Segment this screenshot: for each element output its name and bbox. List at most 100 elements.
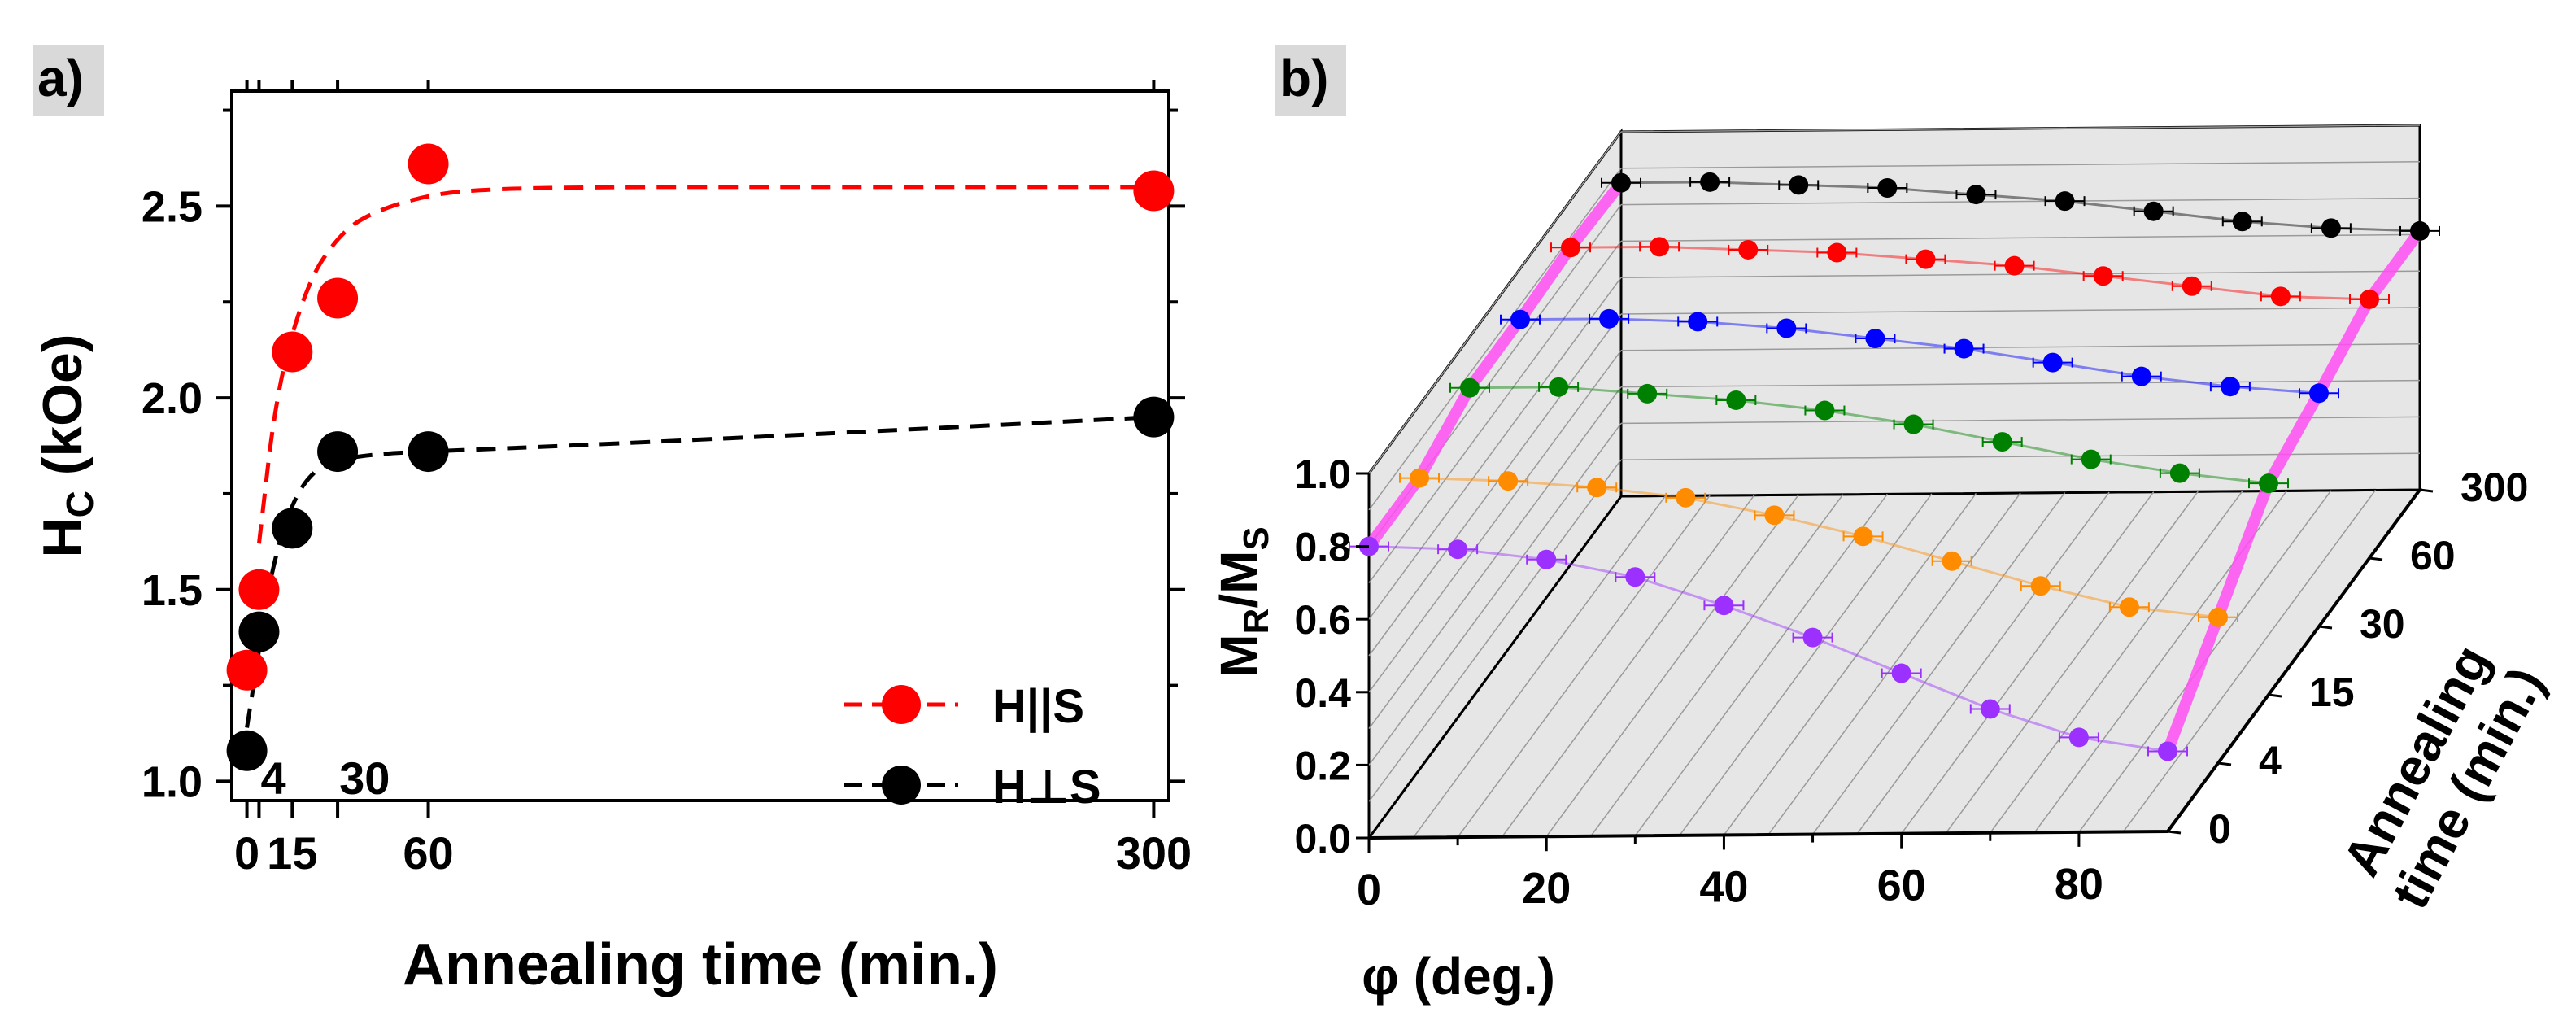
data-point bbox=[2182, 276, 2202, 296]
panel-a-label-bg bbox=[33, 45, 104, 116]
data-point bbox=[2055, 191, 2075, 212]
panel-a-points bbox=[226, 143, 1175, 771]
data-point bbox=[1764, 505, 1785, 526]
data-point bbox=[1916, 249, 1936, 269]
data-point bbox=[1714, 596, 1734, 616]
data-point bbox=[1637, 383, 1658, 404]
x-tick-label: 15 bbox=[267, 827, 317, 879]
phi-tick-label: 80 bbox=[2055, 860, 2103, 909]
floor-grid-line bbox=[1723, 492, 1977, 835]
data-point bbox=[226, 730, 268, 771]
back-grid-line bbox=[1620, 270, 2421, 278]
panel-a-label: a) bbox=[37, 49, 84, 107]
series-curve bbox=[1469, 386, 2269, 485]
panel-a-legend: H||S H⊥S bbox=[844, 680, 1101, 814]
left-grid-line bbox=[1368, 313, 1622, 657]
data-point bbox=[1891, 663, 1911, 683]
data-point bbox=[2068, 727, 2089, 748]
legend-label-parallel: H||S bbox=[992, 680, 1084, 733]
phi-tick-label: 20 bbox=[1522, 864, 1571, 913]
data-point bbox=[2093, 266, 2113, 286]
data-point bbox=[1448, 539, 1468, 560]
series-curve bbox=[1620, 181, 2421, 233]
floor-grid-line bbox=[1679, 493, 1933, 836]
time-tick bbox=[2419, 488, 2434, 493]
data-point bbox=[1827, 242, 1847, 263]
floor-grid-line bbox=[2122, 489, 2377, 832]
y-tick-label: 1.5 bbox=[142, 566, 203, 615]
data-point bbox=[1726, 390, 1746, 410]
data-point bbox=[2309, 383, 2329, 404]
panel-a: a) 1.0 1.5 2.0 2.5 0 15 60 300 4 30 H||S H⊥S Anne… bbox=[32, 45, 1192, 997]
panel-b-label-bg bbox=[1275, 45, 1346, 116]
envelope-line bbox=[1363, 177, 1627, 552]
left-grid-line bbox=[1368, 459, 1622, 802]
data-point bbox=[1877, 178, 1898, 199]
data-point bbox=[1966, 185, 1986, 205]
floor-grid-line bbox=[1502, 495, 1755, 838]
floor-grid-line bbox=[1767, 492, 2021, 835]
data-point bbox=[238, 569, 280, 610]
data-point bbox=[1133, 396, 1175, 438]
floor-grid-line bbox=[1990, 491, 2243, 834]
data-point bbox=[1942, 551, 1962, 571]
time-tick-label: 0 bbox=[2208, 806, 2231, 852]
panel-b-points bbox=[1349, 172, 2440, 761]
data-point bbox=[272, 508, 313, 549]
data-point bbox=[1460, 377, 1480, 398]
time-tick bbox=[2318, 625, 2333, 630]
data-point bbox=[408, 143, 449, 185]
left-grid-line bbox=[1368, 386, 1622, 730]
data-point bbox=[1549, 377, 1569, 397]
floor-grid-line bbox=[1811, 492, 2066, 835]
data-point bbox=[2143, 201, 2164, 221]
back-grid-line bbox=[1620, 307, 2421, 315]
data-point bbox=[2158, 741, 2177, 761]
data-point bbox=[1776, 318, 1797, 338]
m-tick-label: 0.6 bbox=[1294, 597, 1351, 643]
legend-marker-perpendicular bbox=[882, 766, 921, 805]
data-point bbox=[1789, 175, 1809, 195]
data-point bbox=[1498, 471, 1519, 491]
fit-curve bbox=[256, 185, 1154, 544]
data-point bbox=[408, 431, 449, 473]
series-curve bbox=[1570, 245, 2370, 301]
time-tick-label: 300 bbox=[2460, 465, 2528, 510]
back-grid-line bbox=[1620, 197, 2421, 206]
panel-b: b) 0 20 40 60 800.00.20.40.60.81.00415306030… bbox=[1210, 45, 2556, 1006]
m-tick-label: 1.0 bbox=[1294, 452, 1351, 497]
floor-grid-line bbox=[1945, 491, 2199, 834]
time-tick-label: 4 bbox=[2259, 738, 2282, 783]
y-tick-label: 1.0 bbox=[142, 757, 203, 806]
phi-tick-label: 0 bbox=[1357, 866, 1381, 914]
data-point bbox=[2208, 607, 2228, 627]
data-point bbox=[1611, 172, 1631, 193]
x-tick-label: 0 bbox=[234, 827, 259, 879]
data-point bbox=[2042, 352, 2063, 373]
data-point bbox=[1903, 414, 1924, 434]
data-point bbox=[2321, 218, 2341, 238]
data-point bbox=[2081, 449, 2101, 469]
floor-grid-line bbox=[1856, 491, 2110, 835]
data-point bbox=[1561, 238, 1580, 258]
data-point bbox=[1802, 627, 1823, 648]
data-point bbox=[1954, 338, 1974, 359]
data-point bbox=[1587, 478, 1607, 498]
back-grid-line bbox=[1620, 161, 2421, 169]
data-point bbox=[272, 331, 313, 373]
data-point bbox=[2220, 377, 2240, 397]
back-grid-line bbox=[1620, 343, 2421, 351]
panel-a-frame bbox=[230, 89, 1170, 802]
left-grid-line bbox=[1368, 240, 1622, 583]
panel-b-x-axis-title: φ (deg.) bbox=[1362, 947, 1555, 1006]
left-grid-line bbox=[1368, 422, 1622, 766]
legend-label-perpendicular: H⊥S bbox=[992, 761, 1101, 814]
envelope-line bbox=[2162, 225, 2426, 757]
data-point bbox=[1133, 170, 1175, 212]
time-tick-label: 30 bbox=[2360, 601, 2405, 647]
data-point bbox=[1980, 699, 2000, 719]
left-grid-line bbox=[1368, 168, 1622, 511]
panel-b-z-axis-title: Annealing time (min.) bbox=[2331, 635, 2556, 918]
panel-a-ticks bbox=[216, 80, 1185, 818]
data-point bbox=[2169, 463, 2190, 483]
